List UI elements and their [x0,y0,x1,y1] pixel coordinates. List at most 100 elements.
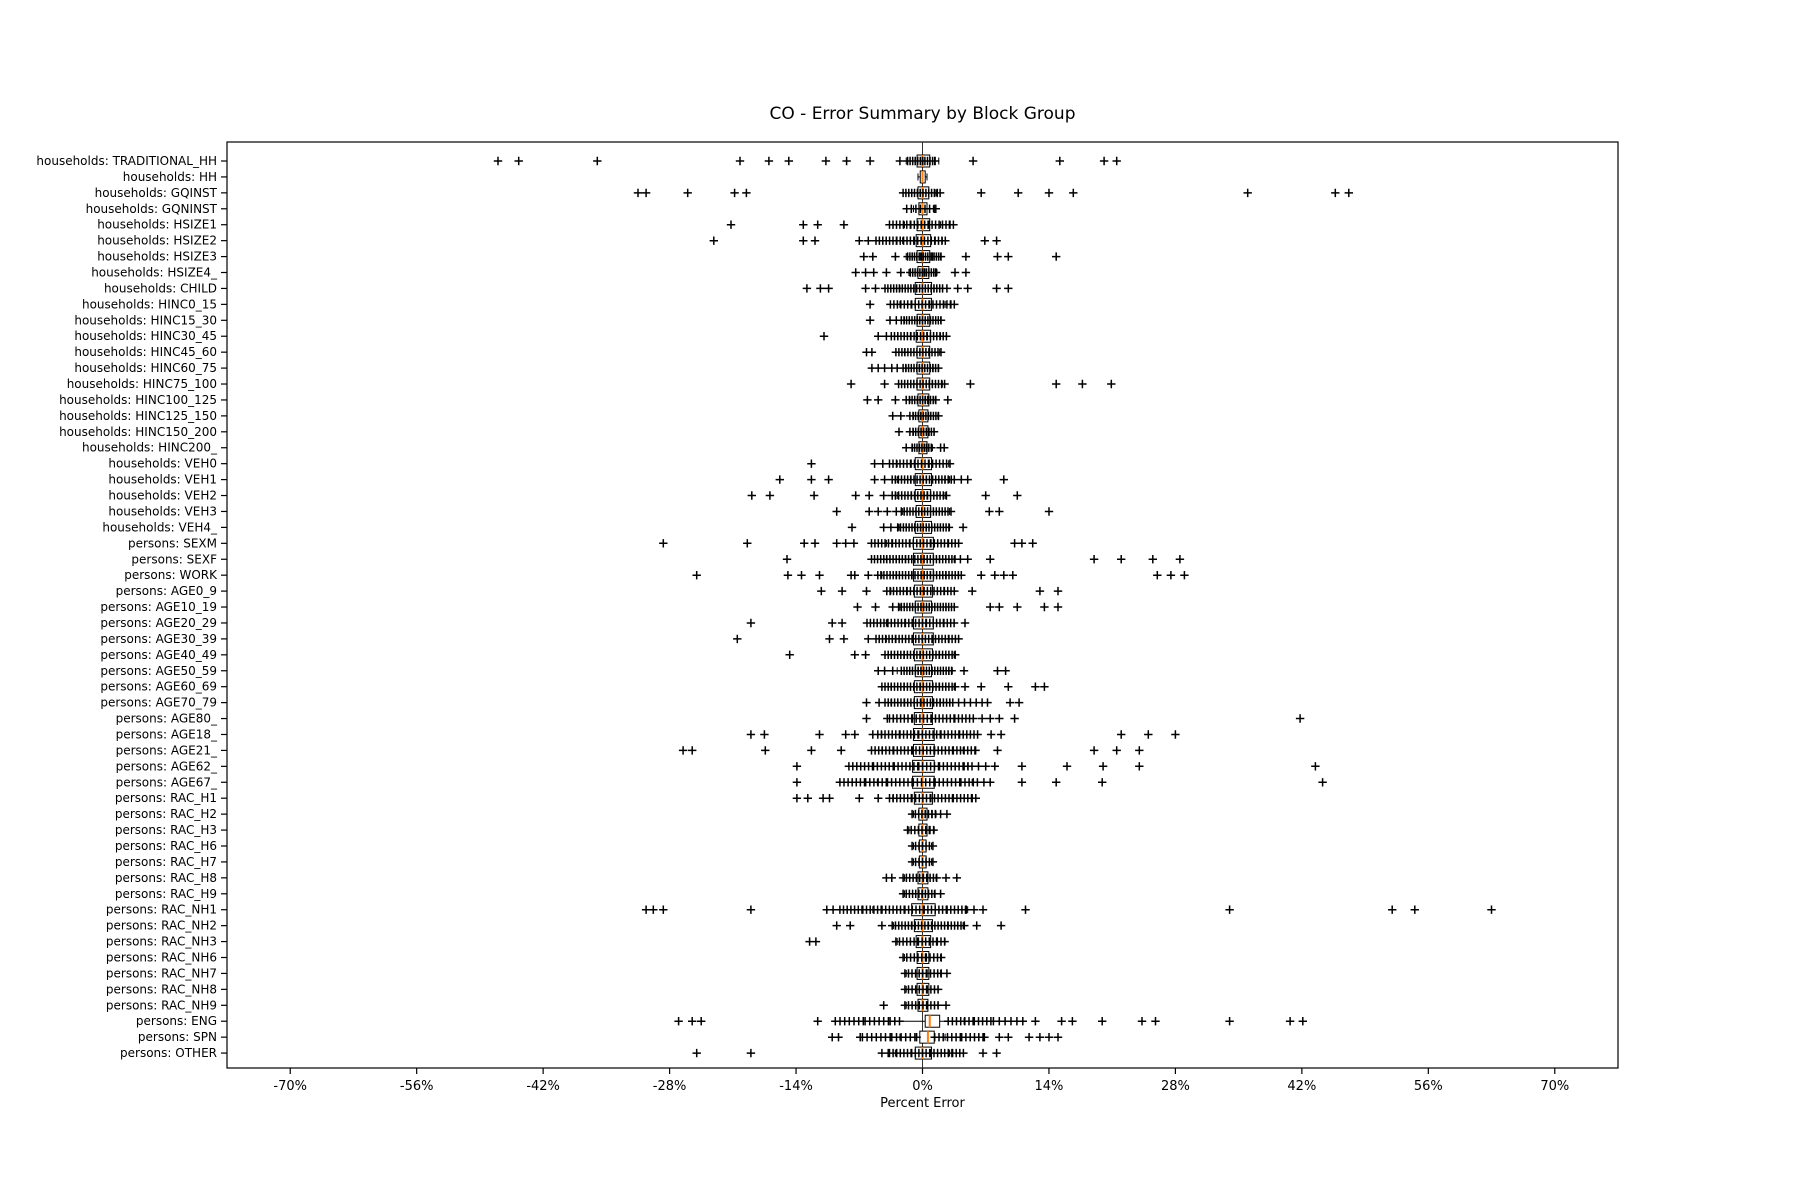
y-tick-label: persons: RAC_H2 [115,807,217,821]
flier-markers [859,252,1061,261]
y-tick-label: households: HINC200_ [82,441,218,455]
y-tick-label: households: HSIZE3 [97,250,217,264]
y-tick-label: households: HINC30_45 [74,329,217,343]
flier-markers [865,300,959,309]
flier-markers [692,1048,1001,1058]
flier-markers [659,539,1037,548]
y-tick-label: households: VEH2 [108,489,217,503]
flier-markers [747,491,1022,500]
y-tick-label: persons: ENG [136,1014,217,1028]
flier-markers [802,284,1013,293]
flier-markers [782,555,1185,564]
flier-markers [865,316,946,325]
x-tick-label: -14% [779,1079,813,1094]
y-tick-label: persons: RAC_NH3 [106,935,217,949]
flier-markers [847,523,968,532]
flier-markers [792,778,1327,787]
flier-markers [832,921,1006,930]
flier-markers [888,411,943,421]
y-tick-label: households: TRADITIONAL_HH [36,154,217,168]
y-tick-label: households: GQINST [95,186,218,200]
y-tick-label: households: HH [123,170,217,184]
flier-markers [900,985,943,994]
y-tick-label: persons: RAC_NH1 [106,903,217,917]
y-tick-label: persons: RAC_H1 [115,791,217,805]
y-tick-label: households: HSIZE4_ [91,266,218,280]
y-tick-label: households: VEH0 [108,457,217,471]
y-tick-label: persons: AGE18_ [116,727,218,741]
flier-markers [894,427,939,436]
flier-markers [678,746,1144,755]
flier-markers [817,586,1063,596]
flier-markers [692,571,1189,580]
x-tick-label: 70% [1540,1079,1569,1094]
y-tick-label: persons: RAC_NH2 [106,919,217,933]
flier-markers [746,618,970,628]
x-tick-label: 0% [912,1079,933,1094]
y-tick-label: persons: AGE30_39 [100,632,217,646]
flier-markers [807,459,955,468]
flier-markers [898,889,945,898]
y-tick-label: households: CHILD [104,281,217,295]
y-tick-label: households: VEH3 [108,504,217,518]
flier-markers [846,379,1116,389]
flier-markers [726,220,958,229]
y-tick-label: households: VEH1 [108,473,217,487]
y-tick-label: households: HINC45_60 [74,345,217,359]
y-tick-label: persons: AGE80_ [116,712,218,726]
flier-markers [907,857,938,867]
y-tick-label: households: HINC0_15 [82,297,217,311]
y-tick-label: persons: WORK [124,568,218,582]
flier-markers [862,348,946,357]
flier-markers [746,730,1180,739]
x-tick-label: -42% [526,1079,560,1094]
flier-markers [674,1017,1307,1026]
flier-markers [785,650,960,659]
x-tick-label: 42% [1287,1079,1316,1094]
x-tick-label: -70% [273,1079,307,1094]
flier-markers [832,507,1054,516]
flier-markers [633,188,1353,198]
y-tick-label: households: HSIZE2 [97,234,217,248]
flier-markers [867,363,943,373]
y-tick-label: households: HINC125_150 [59,409,217,423]
box [924,1014,941,1028]
y-tick-label: persons: SEXM [128,536,217,550]
y-tick-label: persons: RAC_H6 [115,839,217,853]
y-tick-label: persons: SEXF [131,552,217,566]
y-tick-label: persons: OTHER [120,1046,217,1060]
flier-markers [851,268,971,277]
flier-markers [874,666,1010,675]
flier-markers [709,236,1001,245]
flier-markers [862,698,1024,707]
x-axis-label: Percent Error [880,1096,965,1111]
x-tick-label: -56% [400,1079,434,1094]
flier-markers [879,1001,951,1010]
y-tick-label: households: HINC75_100 [67,377,217,391]
y-tick-label: persons: AGE20_29 [100,616,217,630]
flier-markers [792,762,1320,771]
flier-markers [907,841,938,851]
y-tick-label: persons: RAC_NH8 [106,982,217,996]
y-tick-label: persons: RAC_NH9 [106,998,217,1012]
y-tick-label: persons: AGE0_9 [116,584,217,598]
y-tick-label: persons: AGE70_79 [100,696,217,710]
y-tick-label: persons: AGE67_ [116,775,218,789]
x-tick-label: 28% [1161,1079,1190,1094]
y-tick-label: persons: AGE50_59 [100,664,217,678]
flier-markers [493,156,1121,166]
flier-markers [775,475,1008,484]
x-tick-label: 14% [1035,1079,1064,1094]
y-tick-label: persons: AGE62_ [116,759,218,773]
y-tick-label: households: HINC150_200 [59,425,217,439]
chart-title: CO - Error Summary by Block Group [769,104,1076,124]
y-tick-label: persons: SPN [138,1030,217,1044]
y-tick-label: persons: AGE10_19 [100,600,217,614]
flier-markers [805,937,949,946]
x-tick-label: 56% [1414,1079,1443,1094]
x-tick-label: -28% [653,1079,687,1094]
y-tick-label: households: VEH4_ [102,520,218,534]
flier-markers [792,794,980,803]
